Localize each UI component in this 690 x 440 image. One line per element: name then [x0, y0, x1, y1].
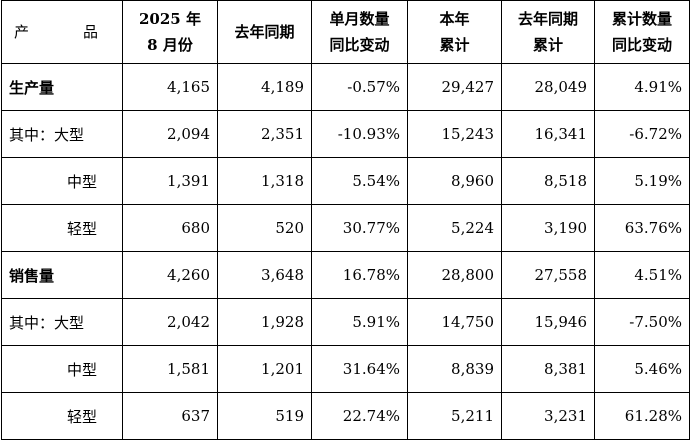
- cell-value: 4.51%: [594, 251, 690, 299]
- header-month-yoy-line1: 单月数量: [329, 10, 390, 28]
- cell-value: 1,318: [217, 157, 312, 205]
- cell-value: 29,427: [407, 63, 502, 111]
- cell-value: 3,190: [501, 204, 595, 252]
- table-row-production-medium: 中型 1,391 1,318 5.54% 8,960 8,518 5.19%: [1, 157, 690, 205]
- cell-value: 4,189: [217, 63, 312, 111]
- cell-value: 1,928: [217, 298, 312, 346]
- header-ytd-yoy-line2: 同比变动: [611, 36, 672, 54]
- header-product-char-2: 品: [82, 23, 98, 41]
- cell-value: 5.46%: [594, 345, 690, 393]
- row-label-sales-light: 轻型: [1, 392, 123, 440]
- cell-value: 8,960: [407, 157, 502, 205]
- cell-value: 4,165: [122, 63, 218, 111]
- cell-value: 5,224: [407, 204, 502, 252]
- table-row-production-light: 轻型 680 520 30.77% 5,224 3,190 63.76%: [1, 204, 690, 252]
- cell-value: 2,042: [122, 298, 218, 346]
- header-2025-line1: 2025 年: [139, 10, 201, 28]
- row-label-production-large: 其中：大型: [1, 110, 123, 158]
- cell-value: 8,381: [501, 345, 595, 393]
- cell-value: 31.64%: [311, 345, 408, 393]
- cell-value: 16.78%: [311, 251, 408, 299]
- cell-value: 14,750: [407, 298, 502, 346]
- row-label-sales: 销售量: [1, 251, 123, 299]
- cell-value: -7.50%: [594, 298, 690, 346]
- cell-value: 8,839: [407, 345, 502, 393]
- row-label-production: 生产量: [1, 63, 123, 111]
- header-product: 产 品: [1, 0, 123, 64]
- cell-value: 15,243: [407, 110, 502, 158]
- row-label-production-light: 轻型: [1, 204, 123, 252]
- cell-value: 28,800: [407, 251, 502, 299]
- row-label-sales-large: 其中：大型: [1, 298, 123, 346]
- header-ytd: 本年 累计: [407, 0, 502, 64]
- cell-value: 1,201: [217, 345, 312, 393]
- cell-value: 1,581: [122, 345, 218, 393]
- cell-value: 4.91%: [594, 63, 690, 111]
- cell-value: 15,946: [501, 298, 595, 346]
- cell-value: 2,094: [122, 110, 218, 158]
- cell-value: -6.72%: [594, 110, 690, 158]
- cell-value: 5.19%: [594, 157, 690, 205]
- cell-value: 16,341: [501, 110, 595, 158]
- cell-value: -0.57%: [311, 63, 408, 111]
- cell-value: 1,391: [122, 157, 218, 205]
- table-row-sales-light: 轻型 637 519 22.74% 5,211 3,231 61.28%: [1, 392, 690, 440]
- header-last-year-label: 去年同期: [234, 23, 295, 41]
- header-last-year-same-period: 去年同期: [217, 0, 312, 64]
- cell-value: 637: [122, 392, 218, 440]
- cell-value: 5.91%: [311, 298, 408, 346]
- cell-value: 2,351: [217, 110, 312, 158]
- table-row-production-large: 其中：大型 2,094 2,351 -10.93% 15,243 16,341 …: [1, 110, 690, 158]
- cell-value: 22.74%: [311, 392, 408, 440]
- cell-value: 5.54%: [311, 157, 408, 205]
- table-row-sales: 销售量 4,260 3,648 16.78% 28,800 27,558 4.5…: [1, 251, 690, 299]
- cell-value: 3,231: [501, 392, 595, 440]
- cell-value: 8,518: [501, 157, 595, 205]
- header-ytd-yoy: 累计数量 同比变动: [594, 0, 690, 64]
- table-row-sales-large: 其中：大型 2,042 1,928 5.91% 14,750 15,946 -7…: [1, 298, 690, 346]
- cell-value: 5,211: [407, 392, 502, 440]
- cell-value: -10.93%: [311, 110, 408, 158]
- header-last-year-ytd-line2: 累计: [532, 36, 563, 54]
- header-ytd-line2: 累计: [439, 36, 470, 54]
- table-row-sales-medium: 中型 1,581 1,201 31.64% 8,839 8,381 5.46%: [1, 345, 690, 393]
- cell-value: 61.28%: [594, 392, 690, 440]
- header-ytd-line1: 本年: [439, 10, 470, 28]
- cell-value: 28,049: [501, 63, 595, 111]
- header-month-yoy-line2: 同比变动: [329, 36, 390, 54]
- cell-value: 63.76%: [594, 204, 690, 252]
- cell-value: 4,260: [122, 251, 218, 299]
- table-header-row: 产 品 2025 年 8 月份 去年同期 单月数量 同比变动 本年 累计 去年同…: [1, 0, 690, 64]
- table-row-production: 生产量 4,165 4,189 -0.57% 29,427 28,049 4.9…: [1, 63, 690, 111]
- row-label-sales-medium: 中型: [1, 345, 123, 393]
- cell-value: 27,558: [501, 251, 595, 299]
- header-ytd-yoy-line1: 累计数量: [611, 10, 672, 28]
- header-last-year-ytd-line1: 去年同期: [517, 10, 578, 28]
- cell-value: 30.77%: [311, 204, 408, 252]
- header-month-yoy: 单月数量 同比变动: [311, 0, 408, 64]
- header-2025-line2: 8 月份: [147, 36, 193, 54]
- cell-value: 3,648: [217, 251, 312, 299]
- header-2025-august: 2025 年 8 月份: [122, 0, 218, 64]
- header-product-char-1: 产: [14, 23, 30, 41]
- cell-value: 519: [217, 392, 312, 440]
- cell-value: 680: [122, 204, 218, 252]
- header-last-year-ytd: 去年同期 累计: [501, 0, 595, 64]
- cell-value: 520: [217, 204, 312, 252]
- row-label-production-medium: 中型: [1, 157, 123, 205]
